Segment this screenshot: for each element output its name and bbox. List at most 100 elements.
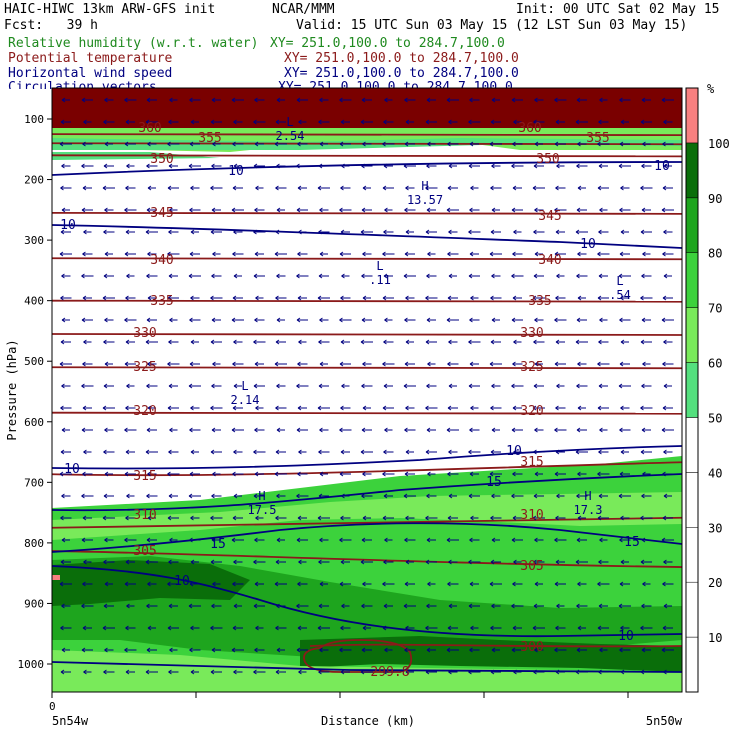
- vector-head: [555, 405, 559, 411]
- vector-head: [490, 295, 494, 301]
- vector-arrow: [190, 559, 199, 565]
- vector-head: [640, 185, 644, 191]
- vector-head: [274, 141, 279, 147]
- vector-head: [102, 405, 107, 411]
- vector-arrow: [662, 295, 673, 301]
- vector-head: [597, 581, 601, 587]
- colorbar-tick-70: 70: [708, 302, 722, 316]
- vector-arrow: [427, 251, 436, 257]
- y-tick-label-900: 900: [24, 597, 44, 610]
- vector-head: [620, 295, 624, 301]
- vector-arrow: [404, 427, 416, 433]
- vector-head: [640, 295, 644, 301]
- vector-arrow: [556, 383, 565, 389]
- vector-head: [533, 163, 538, 169]
- vector-head: [168, 603, 173, 609]
- theta-contour-360: [52, 133, 682, 137]
- vector-head: [489, 251, 494, 257]
- vector-arrow: [298, 669, 307, 675]
- vector-arrow: [425, 339, 437, 345]
- vector-arrow: [534, 317, 544, 323]
- vector-arrow: [512, 515, 522, 521]
- vector-head: [597, 295, 602, 301]
- vector-head: [554, 537, 558, 543]
- vector-arrow: [512, 251, 523, 257]
- vector-head: [641, 317, 646, 323]
- vector-head: [641, 647, 646, 653]
- vector-head: [254, 537, 258, 543]
- vector-head: [404, 207, 408, 213]
- vector-arrow: [534, 581, 543, 587]
- vector-head: [210, 669, 215, 675]
- vector-head: [425, 625, 429, 631]
- vector-head: [404, 317, 408, 323]
- vector-head: [61, 207, 66, 213]
- theta-label-350: 350: [150, 152, 173, 167]
- vector-head: [427, 471, 431, 477]
- vector-head: [597, 251, 601, 257]
- vector-arrow: [599, 317, 608, 323]
- vector-head: [147, 185, 152, 191]
- vector-arrow: [276, 207, 285, 213]
- vector-head: [598, 273, 603, 279]
- vector-arrow: [599, 537, 608, 543]
- vector-arrow: [598, 339, 609, 345]
- vector-head: [532, 185, 537, 191]
- vector-head: [211, 427, 216, 433]
- vector-arrow: [231, 427, 244, 433]
- vector-arrow: [124, 317, 137, 323]
- vector-arrow: [382, 295, 394, 301]
- y-tick-label-100: 100: [24, 113, 44, 126]
- vector-head: [145, 449, 150, 455]
- vector-head: [405, 515, 409, 521]
- vector-head: [254, 361, 259, 367]
- vector-arrow: [190, 185, 200, 191]
- vector-head: [404, 361, 409, 367]
- vector-arrow: [619, 361, 630, 367]
- vector-head: [426, 647, 431, 653]
- vector-head: [339, 471, 344, 477]
- vector-head: [447, 141, 451, 147]
- wind-label-5: 10: [64, 462, 80, 477]
- vector-head: [468, 603, 473, 609]
- vector-head: [642, 471, 646, 477]
- vector-head: [360, 119, 365, 125]
- vector-head: [61, 163, 65, 169]
- vector-arrow: [297, 185, 307, 191]
- vector-arrow: [469, 317, 480, 323]
- vector-arrow: [599, 427, 608, 433]
- vector-head: [598, 339, 602, 345]
- vector-arrow: [554, 647, 567, 653]
- vector-arrow: [577, 295, 586, 301]
- vector-arrow: [555, 185, 566, 191]
- vector-arrow: [102, 625, 115, 631]
- vector-arrow: [60, 559, 71, 565]
- vector-head: [512, 295, 517, 301]
- y-tick-label-500: 500: [24, 355, 44, 368]
- vector-arrow: [340, 449, 350, 455]
- vector-head: [211, 537, 216, 543]
- vector-head: [82, 405, 87, 411]
- vector-arrow: [339, 207, 352, 213]
- vector-arrow: [189, 427, 201, 433]
- vector-arrow: [167, 295, 179, 301]
- vector-arrow: [533, 119, 545, 125]
- vector-arrow: [468, 119, 481, 125]
- vector-arrow: [61, 383, 71, 389]
- vector-head: [253, 229, 257, 235]
- vector-head: [275, 339, 280, 345]
- vector-head: [576, 427, 581, 433]
- vector-arrow: [82, 251, 93, 257]
- vector-head: [490, 559, 495, 565]
- vector-arrow: [383, 273, 393, 279]
- vector-head: [60, 515, 64, 521]
- vector-head: [83, 339, 87, 345]
- vector-head: [253, 119, 257, 125]
- vector-arrow: [61, 493, 71, 499]
- colorbar-tick-80: 80: [708, 247, 722, 261]
- theta-contour-300: [309, 643, 682, 648]
- vector-head: [104, 427, 108, 433]
- vector-head: [640, 625, 644, 631]
- vector-arrow: [168, 339, 179, 345]
